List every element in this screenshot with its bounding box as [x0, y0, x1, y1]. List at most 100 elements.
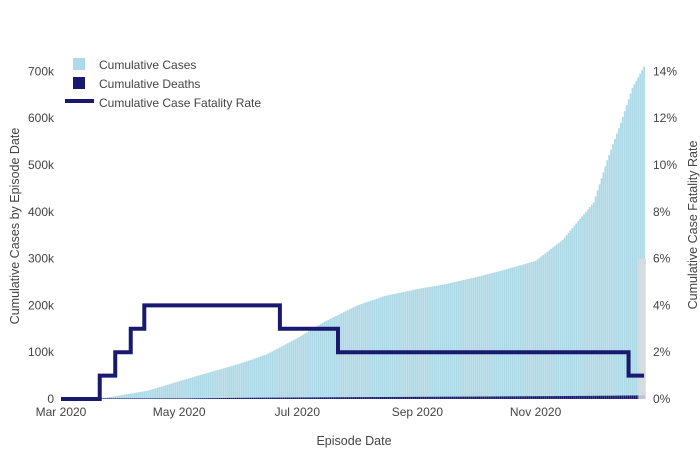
cases-bar	[546, 251, 549, 399]
y-tick-label: 0	[47, 392, 54, 406]
deaths-bar	[234, 397, 237, 399]
cases-bar	[203, 373, 206, 399]
cases-bar	[565, 235, 568, 399]
y-tick-label: 600k	[28, 111, 55, 125]
cases-bar	[464, 279, 467, 399]
cases-bar	[284, 344, 287, 399]
legend-label-cases: Cumulative Cases	[99, 58, 196, 72]
deaths-bar	[360, 397, 363, 399]
cases-bar	[236, 364, 239, 399]
cases-bar	[472, 277, 475, 399]
deaths-bar	[213, 398, 215, 399]
cases-bar	[401, 292, 403, 399]
deaths-bar	[484, 396, 487, 399]
cases-bar	[625, 105, 628, 399]
cases-bar	[184, 379, 186, 399]
deaths-bar	[218, 398, 221, 399]
cases-bar	[317, 325, 320, 399]
cases-bar	[304, 333, 306, 399]
deaths-bar	[352, 397, 355, 399]
deaths-bar	[263, 397, 266, 399]
deaths-bar	[160, 398, 163, 399]
deaths-bar	[525, 396, 527, 399]
deaths-bar	[633, 395, 636, 399]
deaths-bar	[344, 397, 347, 399]
cases-bar	[511, 267, 514, 399]
deaths-bar	[118, 398, 120, 399]
deaths-bar	[209, 398, 212, 399]
deaths-bar	[199, 398, 202, 399]
cases-bar	[257, 357, 260, 399]
cases-bar	[230, 366, 233, 399]
deaths-bar	[149, 398, 151, 399]
y2-tick-label: 10%	[653, 158, 677, 172]
cases-bar	[525, 263, 527, 399]
deaths-bar	[370, 397, 372, 399]
cases-bar	[641, 70, 643, 400]
cases-bar	[246, 361, 248, 399]
cases-bar	[218, 369, 221, 399]
legend-label-deaths: Cumulative Deaths	[99, 77, 200, 91]
deaths-bar	[501, 396, 504, 399]
deaths-bar	[236, 397, 239, 399]
deaths-bar	[602, 395, 605, 399]
cases-bar	[536, 259, 539, 399]
deaths-bar	[327, 397, 330, 399]
cases-bar	[435, 285, 438, 399]
cases-bar	[147, 390, 150, 399]
deaths-bar	[310, 397, 312, 399]
x-tick-label: Mar 2020	[36, 405, 87, 419]
cases-bar	[399, 292, 401, 399]
cases-bar	[205, 373, 208, 399]
cases-bar	[629, 93, 632, 400]
cases-bar	[131, 393, 134, 399]
cases-bar	[507, 268, 510, 399]
deaths-bar	[583, 395, 585, 399]
deaths-bar	[348, 397, 351, 399]
deaths-bar	[563, 396, 566, 399]
cases-bar	[217, 369, 219, 399]
deaths-bar	[300, 397, 303, 399]
cases-bar	[542, 254, 545, 399]
cases-bar	[437, 285, 440, 399]
cases-bar	[559, 241, 562, 399]
deaths-bar	[587, 395, 589, 399]
deaths-bar	[290, 397, 293, 399]
cases-bar	[534, 260, 537, 399]
cases-bar	[414, 289, 417, 399]
deaths-bar	[619, 395, 622, 399]
cases-bar	[443, 284, 446, 399]
deaths-bar	[495, 396, 498, 399]
deaths-bar	[428, 396, 430, 399]
deaths-bar	[139, 398, 142, 399]
cases-bar	[313, 327, 316, 399]
deaths-bar	[418, 396, 421, 399]
cases-bar	[557, 242, 560, 399]
x-axis-title: Episode Date	[316, 434, 391, 448]
deaths-bar	[265, 397, 268, 399]
cases-bar	[273, 350, 275, 399]
deaths-bar	[137, 398, 140, 399]
deaths-bar	[162, 398, 165, 399]
deaths-bar	[158, 398, 161, 399]
cases-bar	[143, 391, 146, 399]
cases-bar	[598, 184, 601, 399]
deaths-bar	[569, 395, 572, 399]
cases-bar	[637, 77, 640, 399]
cases-bar	[397, 293, 399, 399]
deaths-bar	[521, 396, 523, 399]
deaths-bar	[402, 396, 405, 399]
cases-bar	[556, 244, 558, 399]
deaths-bar	[550, 396, 552, 399]
cases-bar	[261, 355, 264, 399]
cases-bar	[253, 358, 256, 399]
deaths-bar	[526, 396, 529, 399]
y-tick-label: 400k	[28, 205, 55, 219]
cases-bar	[337, 315, 339, 399]
cases-bar	[459, 280, 461, 399]
deaths-bar	[455, 396, 458, 399]
deaths-bar	[575, 395, 578, 399]
cases-bar	[433, 286, 436, 399]
deaths-bar	[288, 397, 291, 399]
